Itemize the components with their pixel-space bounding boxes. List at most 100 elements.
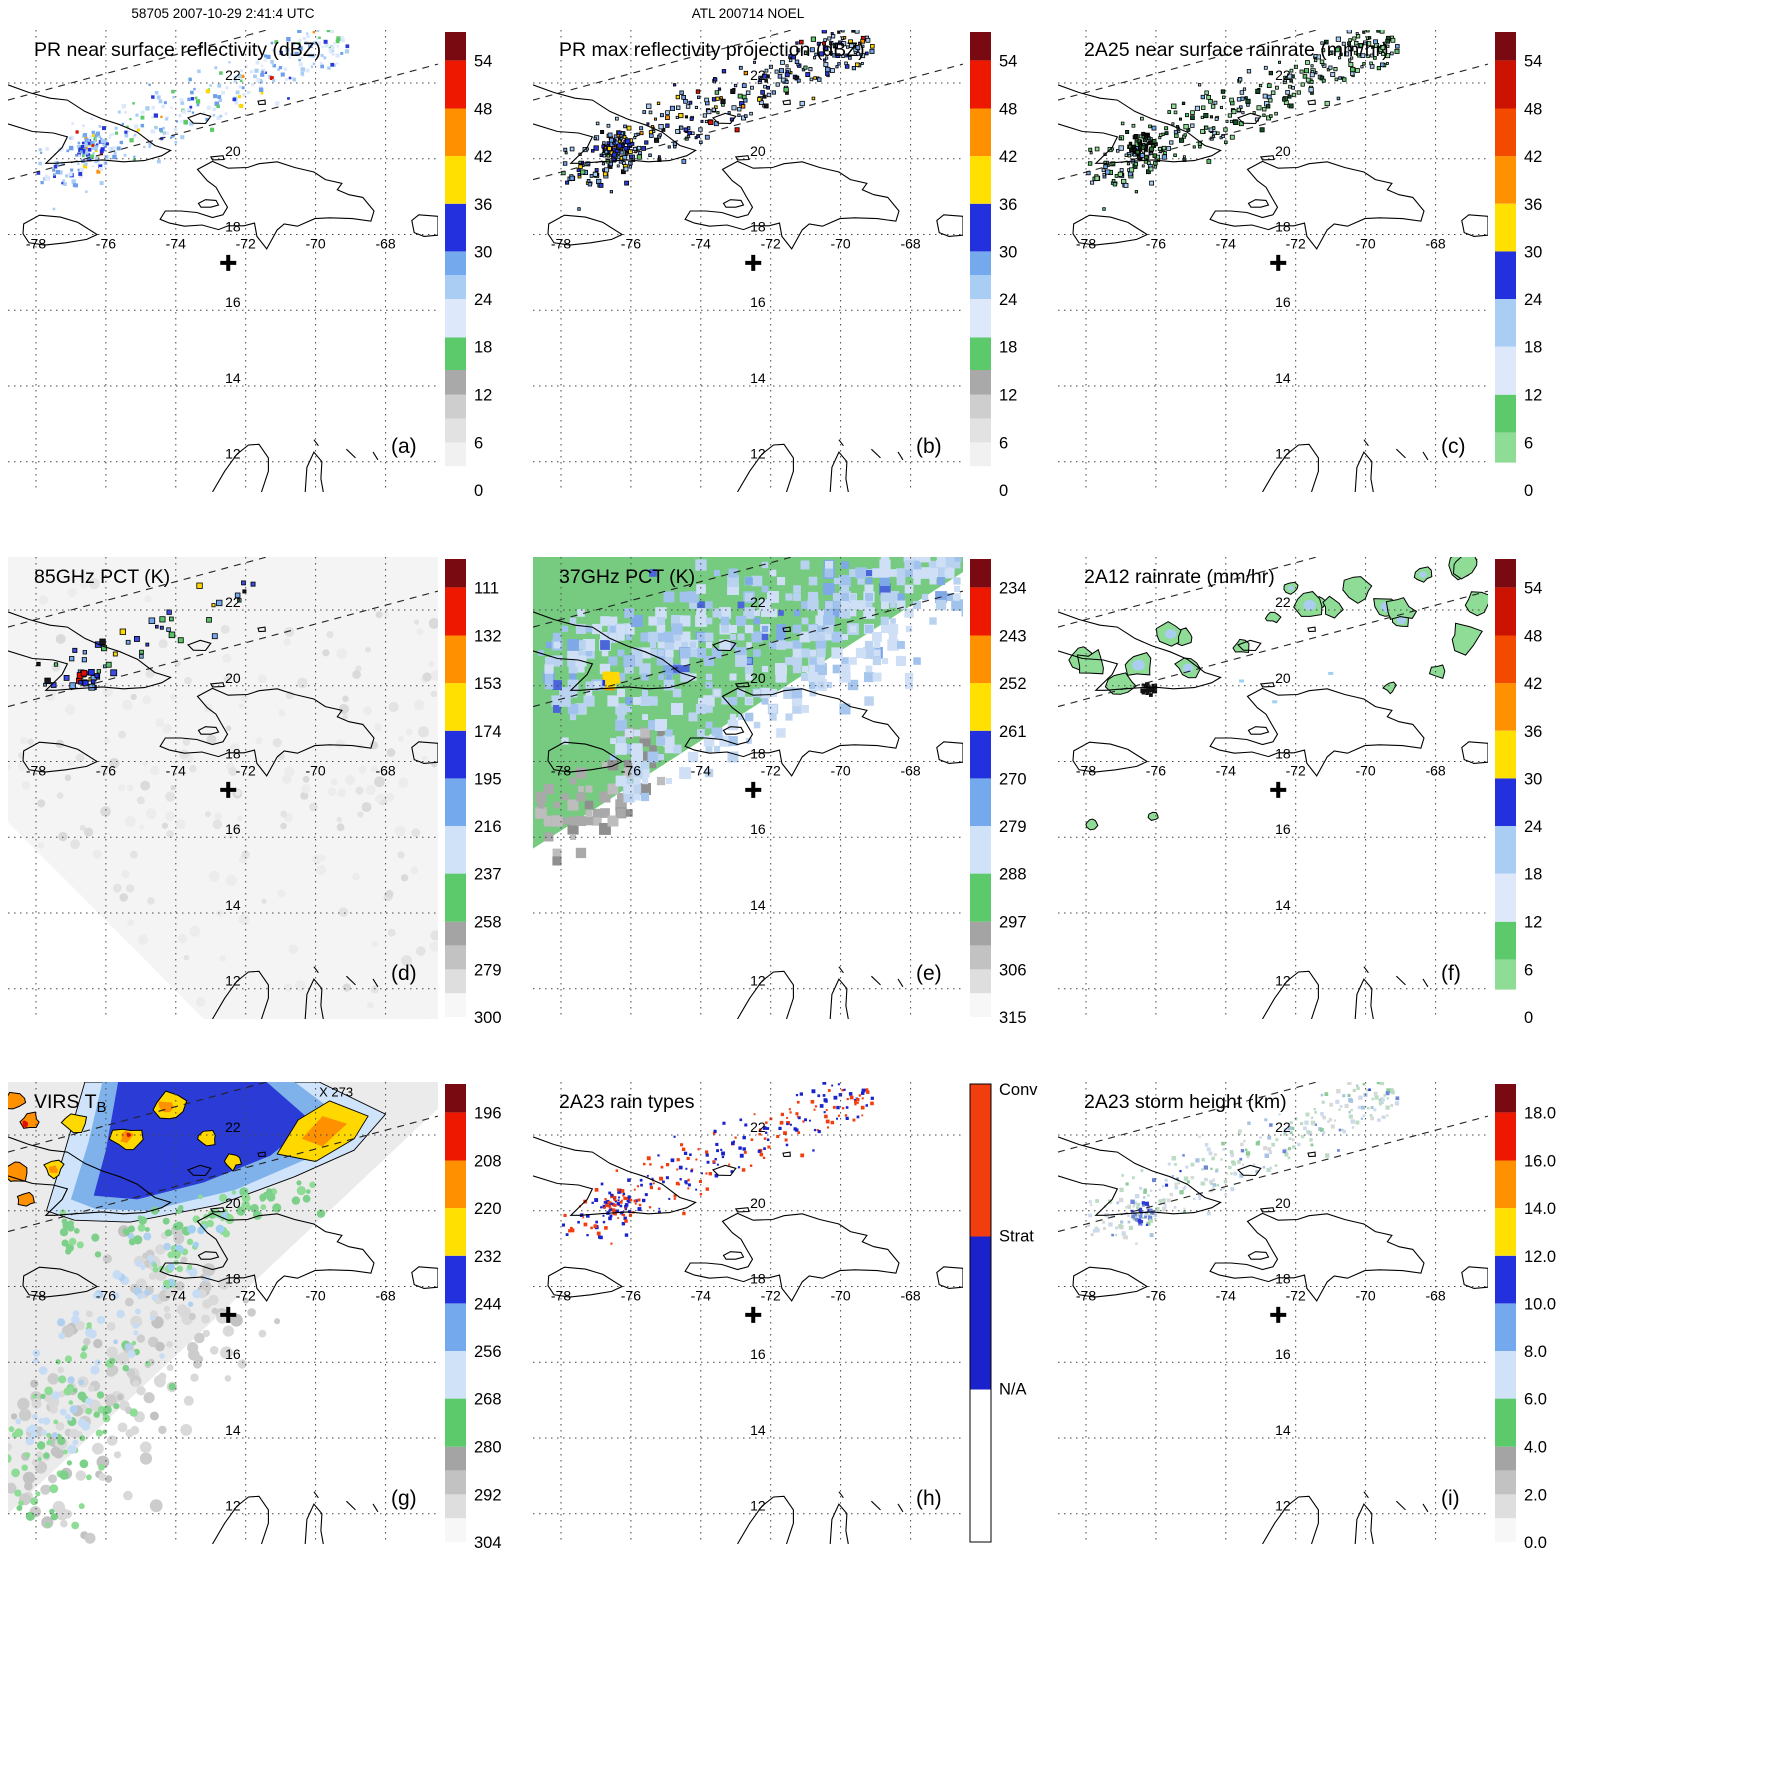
colorbar-tick-label: 196 [474,1104,502,1122]
colorbar-tick-label: 297 [999,914,1027,932]
colorbar-tick-label: 18.0 [1524,1104,1556,1122]
colorbar-tick-label: 268 [474,1391,502,1409]
storm-center-marker [220,781,237,798]
lon-label: -72 [236,763,256,779]
lat-label: 12 [750,1498,766,1514]
colorbar-tick-label: Strat [999,1228,1034,1246]
colorbar-tick-label: 18 [474,339,492,357]
coastline-guajira-peninsula [212,970,269,1019]
coastline-paraguana-peninsula [304,451,324,492]
panel-letter: (e) [916,962,942,985]
panel-d: -78 -76 -74 -72 -70 -68 22 20 18 16 14 12 85GHz PCT … [8,557,513,1032]
panel-letter: (i) [1441,1487,1460,1510]
coastline-guajira-peninsula [737,1495,794,1544]
colorbar-tick-label: 208 [474,1153,502,1171]
coastline-tortuga-island [734,1207,750,1213]
colorbar-tick-label: N/A [999,1381,1027,1399]
coastline-great-inagua [712,639,737,652]
lon-label: -76 [621,763,641,779]
colorbar-tick-label: 258 [474,914,502,932]
coastline-puerto-rico [936,1266,963,1289]
lon-label: -68 [900,763,920,779]
lat-label: 20 [1275,670,1291,686]
coastline-hispaniola [1209,160,1425,250]
panel-title: PR near surface reflectivity (dBZ) [34,39,321,61]
coastline-turks [1307,1151,1316,1158]
colorbar-tick-label: 279 [474,961,502,979]
colorbar-tick-label: 243 [999,628,1027,646]
coastline-great-inagua [187,112,212,125]
coastline-tortuga-island [734,155,750,161]
coastline-curacao [871,1500,881,1511]
coastline-cuba [1058,84,1222,164]
lon-label: -70 [830,763,850,779]
coastline-curacao [871,448,881,459]
swath-edge-line [1058,1115,1488,1233]
panel-title: VIRS TB [34,1091,107,1116]
coastline-curacao [346,1500,356,1511]
coastline-curacao [1396,1500,1406,1511]
coastline-hispaniola [159,687,375,777]
colorbar: 0.0 2.0 4.0 6.0 8.0 10.0 12.0 14.0 16.0 18.0 [1495,1084,1556,1552]
coastline-jamaica [547,214,624,246]
coastline-guajira-peninsula [1262,443,1319,492]
coastline-tortuga-island [1259,155,1275,161]
lat-label: 12 [750,973,766,989]
colorbar-tick-label: 54 [1524,579,1542,597]
panel-a: -78 -76 -74 -72 -70 -68 22 20 18 16 14 12 PR near su… [8,30,513,505]
lat-label: 18 [225,219,241,235]
lat-label: 18 [225,1271,241,1287]
lat-label: 18 [1275,1271,1291,1287]
lat-label: 22 [1275,594,1291,610]
swath-edge-line [533,30,794,101]
panel-g: X 273 -78 -76 -74 -72 -70 -68 22 20 18 16 14 12 VIRS … [8,1082,513,1557]
lat-label: 20 [750,1195,766,1211]
colorbar-tick-label: 14.0 [1524,1200,1556,1218]
colorbar-tick-label: 42 [1524,675,1542,693]
swath-edge-line [8,557,269,628]
storm-center-marker [745,781,762,798]
lat-label: 16 [750,821,766,837]
lat-label: 14 [1275,370,1291,386]
coastline-cuba [533,611,697,691]
colorbar-tick-label: 42 [1524,148,1542,166]
colorbar-tick-label: 24 [1524,818,1542,836]
swath-edge-line [1058,557,1319,628]
lon-label: -74 [166,1288,186,1304]
panel-title: 37GHz PCT (K) [559,566,695,588]
panel-title: PR max reflectivity projection (dBZ) [559,39,865,61]
swath-edge-line [8,63,438,181]
lat-label: 12 [225,973,241,989]
lat-label: 12 [225,1498,241,1514]
swath-edge-line [1058,590,1488,708]
lat-label: 20 [750,670,766,686]
coastline-jamaica [1072,214,1149,246]
colorbar-tick-label: 174 [474,723,502,741]
lat-label: 18 [750,746,766,762]
panel-b-svg: -78 -76 -74 -72 -70 -68 22 20 18 16 14 12 PR max ref… [533,30,1017,500]
colorbar-tick-label: 36 [474,196,492,214]
panel-b: -78 -76 -74 -72 -70 -68 22 20 18 16 14 12 PR max ref… [533,30,1038,505]
lon-label: -76 [1146,763,1166,779]
lon-label: -68 [1425,1288,1445,1304]
coastline-jamaica [547,1266,624,1298]
coastline-gonave-island [722,726,745,735]
lon-label: -70 [830,236,850,252]
lat-label: 18 [1275,746,1291,762]
lon-label: -74 [691,763,711,779]
coastline-great-inagua [1237,112,1262,125]
lon-label: -72 [761,763,781,779]
lat-label: 20 [225,143,241,159]
panel-letter: (b) [916,435,942,458]
map: -78 -76 -74 -72 -70 -68 22 20 18 16 14 12 [533,557,963,1019]
lat-label: 14 [225,897,241,913]
swath-edge-line [8,30,269,101]
coastline-puerto-rico [936,214,963,237]
coastline-bonaire [897,451,904,461]
coastline-hispaniola [684,1212,900,1302]
coastline-aruba [313,966,319,974]
coastline-jamaica [22,741,99,773]
coastline-aruba [838,1491,844,1499]
lon-label: -72 [236,236,256,252]
panel-title: 2A12 rainrate (mm/hr) [1084,566,1275,588]
